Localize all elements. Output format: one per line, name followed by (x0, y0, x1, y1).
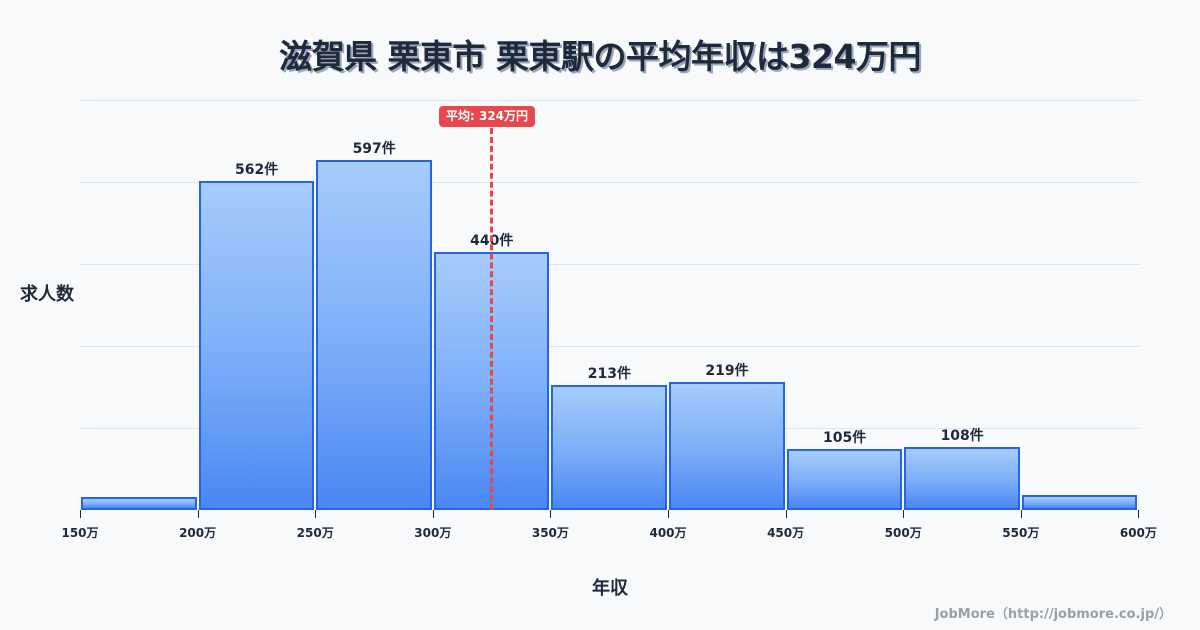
x-tick (668, 510, 669, 518)
bar-value-label: 562件 (234, 161, 279, 178)
gridline (80, 346, 1140, 347)
x-tick-label: 500万 (884, 526, 922, 540)
histogram-bar (198, 180, 315, 510)
x-tick-label: 350万 (531, 526, 569, 540)
x-tick (197, 510, 199, 518)
x-axis-label: 年収 (592, 578, 628, 599)
bar-value-label: 108件 (940, 427, 984, 444)
mean-badge: 平均: 324万円 (439, 106, 536, 127)
bar-value-label: 597件 (352, 141, 396, 158)
x-tick-label: 300万 (414, 526, 452, 540)
x-tick (1138, 510, 1140, 518)
gridline (80, 100, 1140, 101)
chart-title: 滋賀県 栗東市 栗東駅の平均年収は324万円 (279, 37, 921, 76)
histogram-bar (551, 385, 667, 510)
x-tick-label: 550万 (1002, 526, 1040, 540)
mean-line (490, 128, 493, 510)
x-tick (432, 510, 434, 518)
x-tick (785, 510, 787, 518)
x-tick (80, 510, 81, 518)
histogram-bar (904, 446, 1020, 510)
y-axis-label: 求人数 (20, 284, 74, 305)
x-tick-label: 450万 (767, 526, 805, 540)
bar-value-label: 219件 (705, 362, 749, 379)
bar-value-label: 213件 (587, 366, 631, 383)
gridline (80, 264, 1140, 265)
x-tick-label: 250万 (296, 526, 334, 540)
x-tick-label: 600万 (1119, 526, 1157, 540)
histogram-bar (1021, 494, 1138, 510)
footer-credit: JobMore（http://jobmore.co.jp/） (934, 607, 1172, 622)
x-tick (550, 510, 552, 518)
gridline (80, 182, 1140, 183)
x-tick (315, 510, 317, 518)
x-tick-label: 200万 (179, 526, 217, 540)
histogram-bar (316, 160, 432, 510)
x-tick (903, 510, 905, 518)
histogram-bar (81, 497, 197, 510)
x-tick-label: 150万 (61, 526, 99, 540)
bar-value-label: 105件 (822, 429, 867, 446)
histogram-bar (786, 448, 903, 510)
x-tick (1020, 510, 1022, 518)
histogram-bar (669, 381, 785, 510)
x-tick-label: 400万 (649, 526, 687, 540)
